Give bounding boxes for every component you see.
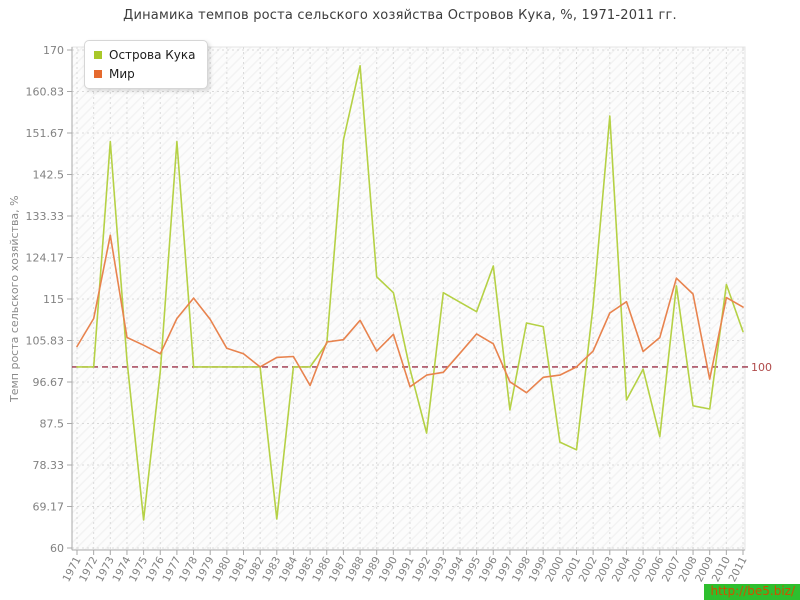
svg-text:78.33: 78.33 — [33, 459, 65, 472]
series-line-cook-islands — [76, 65, 744, 521]
svg-text:160.83: 160.83 — [26, 86, 65, 99]
svg-text:124.17: 124.17 — [26, 251, 65, 264]
svg-text:115: 115 — [43, 293, 64, 306]
reference-line-label: 100 — [751, 361, 772, 374]
series-swatch-world — [94, 70, 102, 78]
legend-label-cook-islands: Острова Кука — [109, 48, 196, 62]
svg-text:133.33: 133.33 — [26, 210, 65, 223]
svg-text:87.5: 87.5 — [40, 418, 65, 431]
svg-text:105.83: 105.83 — [26, 335, 65, 348]
watermark-link[interactable]: http://be5.biz/ — [704, 584, 800, 600]
svg-text:69.17: 69.17 — [33, 500, 65, 513]
series-line-world — [76, 234, 744, 394]
svg-text:170: 170 — [43, 44, 64, 57]
legend-item-cook-islands: Острова Кука — [94, 48, 195, 62]
chart-title: Динамика темпов роста сельского хозяйств… — [123, 8, 677, 23]
svg-text:96.67: 96.67 — [33, 376, 65, 389]
series-swatch-cook-islands — [94, 51, 102, 59]
axes — [67, 47, 745, 555]
legend-label-world: Мир — [109, 67, 135, 81]
svg-text:142.5: 142.5 — [33, 169, 65, 182]
y-axis-labels: 170 160.83 151.67 142.5 133.33 124.17 115 105.8… — [26, 44, 65, 555]
svg-text:151.67: 151.67 — [26, 127, 65, 140]
svg-text:60: 60 — [50, 542, 64, 555]
legend: Острова Кука Мир — [84, 40, 209, 89]
legend-item-world: Мир — [94, 67, 195, 81]
x-axis-labels: 1971197219731974197519761977197819791980… — [61, 555, 750, 585]
